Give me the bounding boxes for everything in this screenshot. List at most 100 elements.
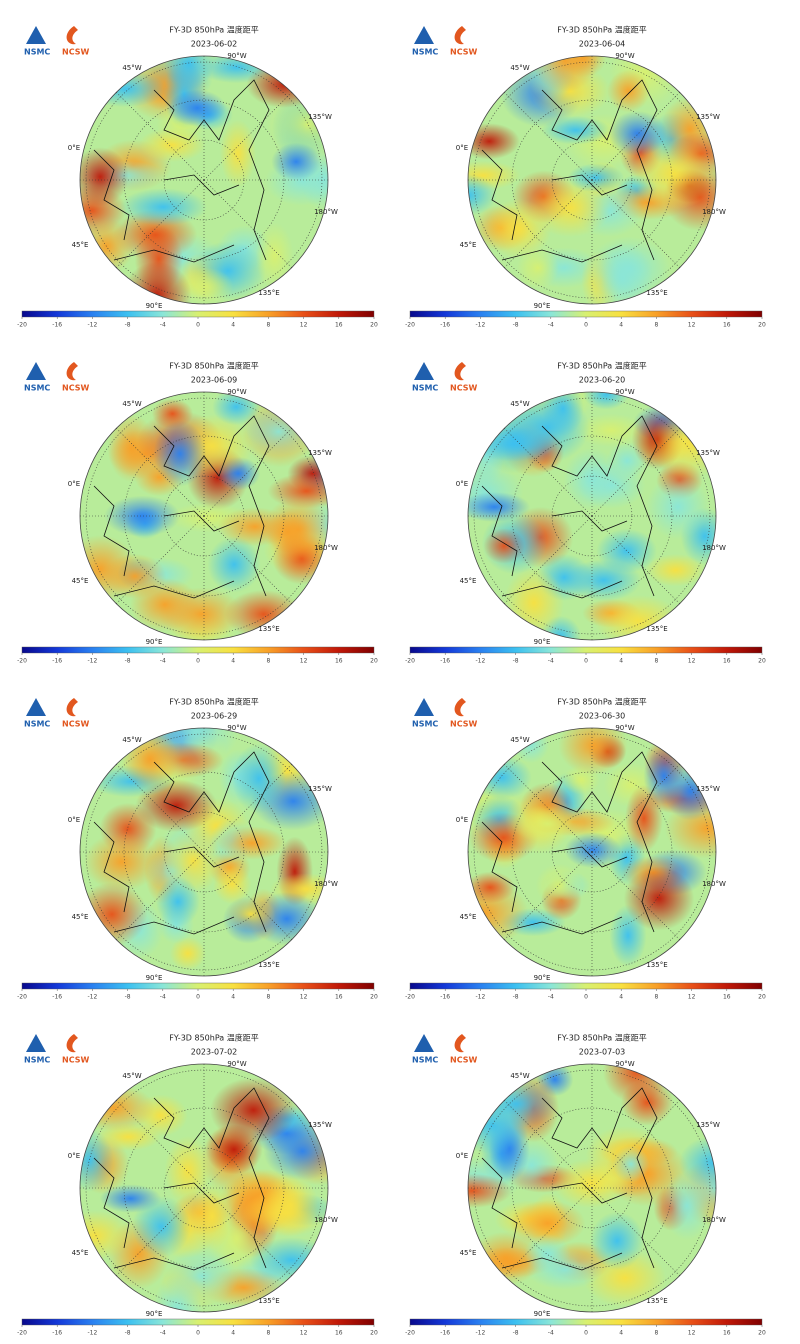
map-border: [467, 55, 717, 305]
colorbar-tick-label: 16: [335, 322, 343, 329]
longitude-label: 45°E: [72, 913, 89, 921]
colorbar-tick-label: -4: [548, 1330, 554, 1337]
colorbar-tick-label: 20: [370, 1330, 378, 1337]
longitude-label: 135°E: [258, 289, 279, 297]
colorbar-tick-label: -4: [548, 322, 554, 329]
anomaly-blob: [516, 247, 559, 289]
logo-icon: [26, 698, 46, 716]
anomaly-blob: [468, 160, 521, 190]
anomaly-blob: [510, 805, 585, 843]
anomaly-blob: [553, 1158, 629, 1209]
panel-title: FY-3D 850hPa 温度距平: [557, 1033, 646, 1043]
anomaly-blob: [608, 110, 667, 157]
map: [80, 56, 328, 304]
colorbar-tick-label: -12: [475, 322, 485, 329]
colorbar-tick-label: -4: [160, 1330, 166, 1337]
longitude-label: 45°E: [72, 577, 89, 585]
anomaly-blob: [84, 70, 168, 108]
longitude-label: 45°W: [122, 736, 141, 744]
longitude-label: 135°W: [696, 113, 720, 121]
anomaly-blob: [531, 56, 599, 92]
colorbar-tick-label: -20: [405, 994, 415, 1001]
colorbar-tick-label: 12: [688, 658, 696, 665]
latitude-circle: [123, 99, 285, 261]
colorbar-tick-label: 16: [335, 994, 343, 1001]
longitude-label: 90°W: [227, 724, 246, 732]
anomaly-blob: [217, 826, 287, 860]
anomaly-blob: [205, 1124, 263, 1175]
anomaly-blob: [242, 1189, 328, 1237]
colorbar-tick-label: 16: [335, 658, 343, 665]
anomaly-blob: [80, 147, 129, 207]
anomaly-blob: [472, 426, 555, 462]
anomaly-blob: [119, 188, 208, 226]
logo-text: NCSW: [62, 384, 89, 393]
anomaly-blob: [623, 866, 695, 931]
logo-icon: [454, 1034, 466, 1053]
anomaly-blob: [472, 755, 532, 800]
colorbar-tick-label: -16: [52, 1330, 62, 1337]
panel-title: FY-3D 850hPa 温度距平: [557, 361, 646, 371]
coastline: [93, 79, 270, 263]
colorbar-tick-label: 0: [584, 658, 588, 665]
colorbar-tick-label: -16: [440, 1330, 450, 1337]
longitude-label: 90°E: [146, 974, 163, 982]
colorbar-tick-label: -8: [513, 322, 519, 329]
map: [80, 1064, 328, 1312]
latitude-circle: [511, 1107, 673, 1269]
colorbar-tick-label: 0: [196, 322, 200, 329]
latitude-circle: [511, 435, 673, 597]
colorbar-tick-label: -4: [160, 322, 166, 329]
colorbar-tick-label: 20: [758, 322, 766, 329]
colorbar-tick-label: -20: [405, 1330, 415, 1337]
longitude-label: 135°E: [258, 625, 279, 633]
latitude-circle: [511, 771, 673, 933]
colorbar-tick-label: -8: [125, 658, 131, 665]
longitude-label: 180°W: [702, 544, 726, 552]
colorbar-tick-label: -8: [513, 658, 519, 665]
panel: NSMC NCSW FY-3D 850hPa 温度距平 2023-06-29 45°W 9…: [17, 697, 378, 1001]
longitude-label: 135°W: [308, 449, 332, 457]
anomaly-blob: [662, 1171, 712, 1241]
colorbar-tick-label: -16: [440, 994, 450, 1001]
longitude-label: 45°W: [122, 64, 141, 72]
panel-date: 2023-07-02: [191, 1048, 238, 1057]
logo-text: NSMC: [412, 384, 438, 393]
longitude-label: 45°E: [460, 1249, 477, 1257]
colorbar-tick-label: -16: [52, 322, 62, 329]
coastline: [481, 1087, 658, 1271]
colorbar-tick-label: 8: [654, 322, 658, 329]
anomaly-blob: [468, 871, 516, 904]
panel-date: 2023-06-04: [579, 40, 626, 49]
panel-title: FY-3D 850hPa 温度距平: [169, 361, 258, 371]
anomaly-blob: [80, 1210, 132, 1261]
longitude-label: 0°E: [68, 144, 80, 152]
longitude-label: 0°E: [68, 816, 80, 824]
colorbar-tick-label: -16: [440, 322, 450, 329]
logo-icon: [26, 26, 46, 44]
colorbar-tick-label: -4: [160, 658, 166, 665]
panel-title: FY-3D 850hPa 温度距平: [557, 25, 646, 35]
panel-title: FY-3D 850hPa 温度距平: [169, 25, 258, 35]
logo-text: NSMC: [412, 48, 438, 57]
map-border: [467, 727, 717, 977]
colorbar-tick-label: -12: [475, 658, 485, 665]
anomaly-blob: [612, 1145, 650, 1183]
anomaly-blob: [529, 177, 611, 238]
colorbar-tick-label: 12: [688, 994, 696, 1001]
colorbar-tick-label: 16: [335, 1330, 343, 1337]
anomaly-blob: [468, 123, 520, 160]
longitude-label: 135°E: [258, 1297, 279, 1305]
anomaly-blob: [524, 1233, 571, 1274]
colorbar-tick-label: 8: [266, 1330, 270, 1337]
anomaly-blob: [646, 474, 710, 540]
colorbar-tick-label: 20: [370, 994, 378, 1001]
map-border: [467, 1063, 717, 1313]
longitude-label: 135°W: [696, 449, 720, 457]
longitude-label: 135°E: [646, 625, 667, 633]
colorbar-tick-label: -8: [513, 994, 519, 1001]
coastline: [481, 79, 658, 263]
longitude-label: 90°E: [146, 638, 163, 646]
longitude-label: 45°W: [122, 400, 141, 408]
